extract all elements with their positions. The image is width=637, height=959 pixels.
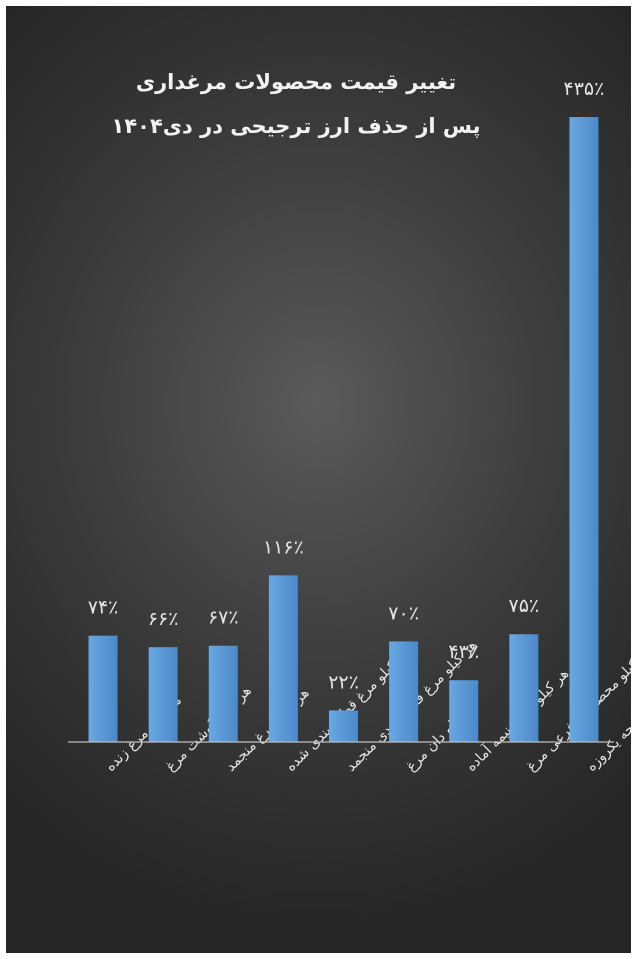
bar [569,117,599,742]
bar [389,641,419,742]
bar [449,680,479,742]
data-label: ۷۴٪ [88,597,119,619]
bar [268,575,298,742]
bar [148,647,178,742]
bar [329,710,358,742]
data-label: ۶۷٪ [208,607,239,629]
data-label: ۱۱۶٪ [263,536,304,558]
data-label: ۶۶٪ [148,608,179,630]
data-label: ۲۲٪ [328,671,359,693]
bar [208,645,238,742]
data-label: ۷۰٪ [388,602,419,624]
bar [509,634,539,742]
chart-frame: تغییر قیمت محصولات مرغداری پس از حذف ارز… [6,6,631,953]
chart-subtitle: پس از حذف ارز ترجیحی در دی۱۴۰۴ [111,114,481,138]
chart-title: تغییر قیمت محصولات مرغداری [135,70,457,94]
bar [88,635,118,742]
data-label: ۴۳۵٪ [564,78,605,100]
data-label: ۷۵٪ [509,595,540,617]
data-label: ۴۳٪ [448,641,479,663]
